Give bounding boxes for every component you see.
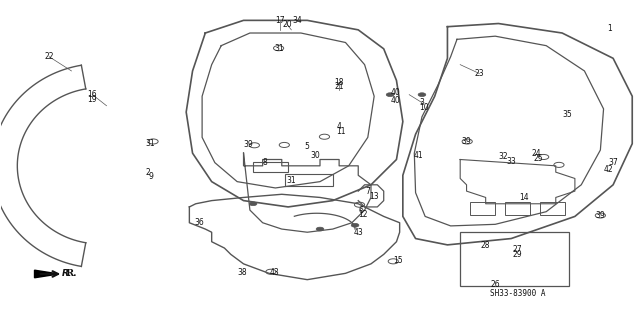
Text: 20: 20 — [282, 20, 292, 29]
Text: 39: 39 — [461, 137, 472, 146]
Text: 39: 39 — [244, 140, 253, 149]
FancyBboxPatch shape — [253, 162, 288, 172]
Text: 5: 5 — [305, 142, 310, 151]
Text: 6: 6 — [359, 206, 364, 215]
Text: 40: 40 — [390, 88, 400, 97]
Text: R.: R. — [65, 270, 77, 278]
Text: 22: 22 — [44, 52, 54, 61]
Text: 21: 21 — [334, 82, 344, 91]
FancyBboxPatch shape — [285, 174, 333, 186]
Text: 30: 30 — [310, 151, 321, 160]
Text: 14: 14 — [519, 193, 529, 202]
Text: 18: 18 — [334, 78, 344, 86]
Text: 35: 35 — [563, 110, 572, 119]
Text: 36: 36 — [194, 218, 204, 226]
Text: 29: 29 — [513, 250, 522, 259]
FancyBboxPatch shape — [470, 202, 495, 215]
Circle shape — [387, 93, 394, 97]
Text: 24: 24 — [532, 149, 541, 158]
Text: 37: 37 — [608, 158, 618, 167]
Text: 15: 15 — [394, 256, 403, 265]
Text: 26: 26 — [490, 280, 500, 289]
Text: 23: 23 — [474, 69, 484, 78]
FancyBboxPatch shape — [505, 202, 531, 215]
Text: 38: 38 — [237, 268, 247, 277]
Circle shape — [351, 223, 359, 227]
Text: 41: 41 — [414, 151, 424, 160]
Text: 11: 11 — [336, 127, 346, 136]
Text: 3: 3 — [419, 98, 424, 107]
Text: 17: 17 — [276, 16, 285, 25]
Text: 40: 40 — [390, 96, 400, 105]
Text: 43: 43 — [353, 228, 363, 237]
FancyBboxPatch shape — [540, 202, 565, 215]
Text: 2: 2 — [145, 168, 150, 177]
Text: 7: 7 — [365, 187, 370, 196]
Text: 31: 31 — [145, 139, 155, 148]
FancyBboxPatch shape — [460, 232, 568, 286]
Text: 28: 28 — [481, 241, 490, 250]
Text: 16: 16 — [88, 90, 97, 99]
Text: 32: 32 — [499, 152, 508, 161]
Text: 4: 4 — [337, 122, 342, 131]
Text: 10: 10 — [419, 103, 429, 112]
Text: 42: 42 — [604, 166, 614, 174]
Text: 31: 31 — [275, 44, 284, 53]
Circle shape — [418, 93, 426, 97]
Text: 39: 39 — [595, 211, 605, 220]
Text: 19: 19 — [88, 95, 97, 104]
Text: 8: 8 — [262, 158, 267, 167]
Text: 43: 43 — [269, 268, 279, 277]
Text: 34: 34 — [293, 16, 303, 25]
Text: 1: 1 — [607, 24, 612, 33]
Text: 31: 31 — [287, 176, 296, 185]
Text: R.: R. — [62, 270, 72, 278]
Text: SH33-83900 A: SH33-83900 A — [490, 289, 545, 298]
Text: 33: 33 — [506, 157, 516, 166]
Text: 25: 25 — [534, 154, 543, 163]
Text: 9: 9 — [148, 172, 154, 182]
Circle shape — [249, 202, 257, 206]
Text: 13: 13 — [369, 192, 379, 201]
Polygon shape — [35, 270, 59, 278]
Text: 12: 12 — [358, 210, 368, 219]
Circle shape — [316, 227, 324, 231]
Text: 27: 27 — [513, 245, 522, 254]
